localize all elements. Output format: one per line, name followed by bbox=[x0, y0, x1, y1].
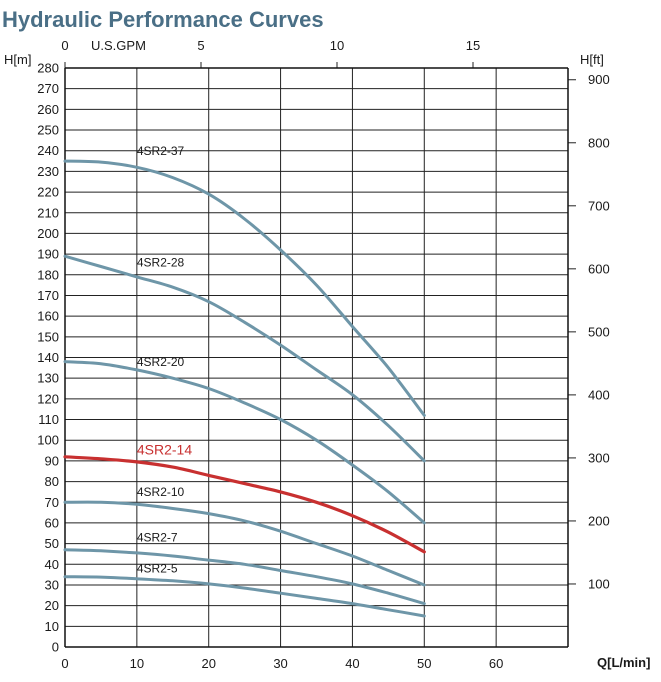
curve-label-4sr2-14: 4SR2-14 bbox=[137, 442, 192, 458]
y-tick-label: 240 bbox=[37, 143, 59, 158]
y-tick-label: 110 bbox=[38, 412, 59, 427]
y-tick-label: 250 bbox=[37, 123, 59, 138]
top-tick-label: 0 bbox=[61, 38, 68, 53]
y-tick-label: 220 bbox=[37, 185, 59, 200]
curve-4sr2-28 bbox=[63, 254, 426, 463]
y-tick-label: 40 bbox=[45, 557, 59, 572]
x-tick-label: 50 bbox=[417, 656, 431, 671]
y-tick-label: 270 bbox=[37, 81, 59, 96]
y-tick-label: 210 bbox=[37, 205, 59, 220]
axes bbox=[64, 62, 576, 648]
y-tick-label: 140 bbox=[37, 350, 59, 365]
curve-4sr2-14 bbox=[63, 455, 426, 554]
right-tick-label: 400 bbox=[588, 387, 610, 402]
curve-label-4sr2-7: 4SR2-7 bbox=[137, 531, 178, 545]
curve-label-4sr2-20: 4SR2-20 bbox=[137, 355, 185, 369]
x-tick-label: 0 bbox=[61, 656, 68, 671]
y-tick-label: 190 bbox=[37, 247, 59, 262]
curve-label-4sr2-5: 4SR2-5 bbox=[137, 562, 178, 576]
y-tick-label: 100 bbox=[37, 433, 59, 448]
y-tick-label: 160 bbox=[37, 309, 59, 324]
x-tick-label: 10 bbox=[130, 656, 144, 671]
curve-4sr2-37 bbox=[63, 159, 426, 417]
right-tick-label: 700 bbox=[588, 198, 610, 213]
right-tick-label: 800 bbox=[588, 135, 610, 150]
top-tick-label: 15 bbox=[466, 38, 480, 53]
y-tick-label: 120 bbox=[37, 391, 59, 406]
y-tick-label: 0 bbox=[52, 640, 59, 655]
y-tick-label: 90 bbox=[45, 453, 59, 468]
curve-4sr2-7 bbox=[63, 548, 426, 606]
y-tick-label: 60 bbox=[45, 515, 59, 530]
y-tick-label: 280 bbox=[37, 61, 59, 76]
x-tick-label: 30 bbox=[273, 656, 287, 671]
y-tick-label: 20 bbox=[45, 598, 59, 613]
y-tick-label: 50 bbox=[45, 536, 59, 551]
right-tick-label: 600 bbox=[588, 261, 610, 276]
series-group bbox=[63, 159, 426, 618]
y-axis-right-label: H[ft] bbox=[580, 52, 604, 67]
y-tick-label: 80 bbox=[45, 474, 59, 489]
x-tick-label: 60 bbox=[489, 656, 503, 671]
x-axis-label: Q[L/min] bbox=[597, 655, 650, 670]
x-tick-label: 40 bbox=[345, 656, 359, 671]
right-tick-label: 300 bbox=[588, 450, 610, 465]
grid-lines bbox=[64, 67, 568, 648]
y-axis-left-label: H[m] bbox=[4, 52, 31, 67]
series-labels: 4SR2-37 4SR2-28 4SR2-20 4SR2-14 4SR2-10 4SR2-… bbox=[137, 144, 192, 576]
curve-label-4sr2-28: 4SR2-28 bbox=[137, 256, 185, 270]
top-tick-label: 10 bbox=[330, 38, 344, 53]
y-tick-label: 230 bbox=[37, 164, 59, 179]
y-tick-label: 170 bbox=[37, 288, 59, 303]
tick-labels: 0102030405060708090100110120130140150160… bbox=[37, 38, 609, 671]
curve-4sr2-5 bbox=[63, 575, 426, 618]
right-tick-label: 900 bbox=[588, 72, 610, 87]
top-tick-label: 5 bbox=[197, 38, 204, 53]
y-tick-label: 150 bbox=[37, 329, 59, 344]
curve-4sr2-20 bbox=[63, 360, 426, 525]
curve-label-4sr2-10: 4SR2-10 bbox=[137, 485, 185, 499]
y-tick-label: 260 bbox=[37, 102, 59, 117]
right-tick-label: 500 bbox=[588, 324, 610, 339]
y-tick-label: 30 bbox=[45, 577, 59, 592]
y-tick-label: 10 bbox=[45, 619, 59, 634]
x-tick-label: 20 bbox=[201, 656, 215, 671]
right-tick-label: 100 bbox=[588, 576, 610, 591]
curve-label-4sr2-37: 4SR2-37 bbox=[137, 144, 185, 158]
curve-4sr2-10 bbox=[63, 500, 426, 587]
y-tick-label: 180 bbox=[37, 267, 59, 282]
top-axis-label: U.S.GPM bbox=[91, 38, 146, 53]
y-tick-label: 70 bbox=[45, 495, 59, 510]
y-tick-label: 200 bbox=[37, 226, 59, 241]
y-tick-label: 130 bbox=[37, 371, 59, 386]
right-tick-label: 200 bbox=[588, 513, 610, 528]
chart-title: Hydraulic Performance Curves bbox=[2, 7, 324, 32]
